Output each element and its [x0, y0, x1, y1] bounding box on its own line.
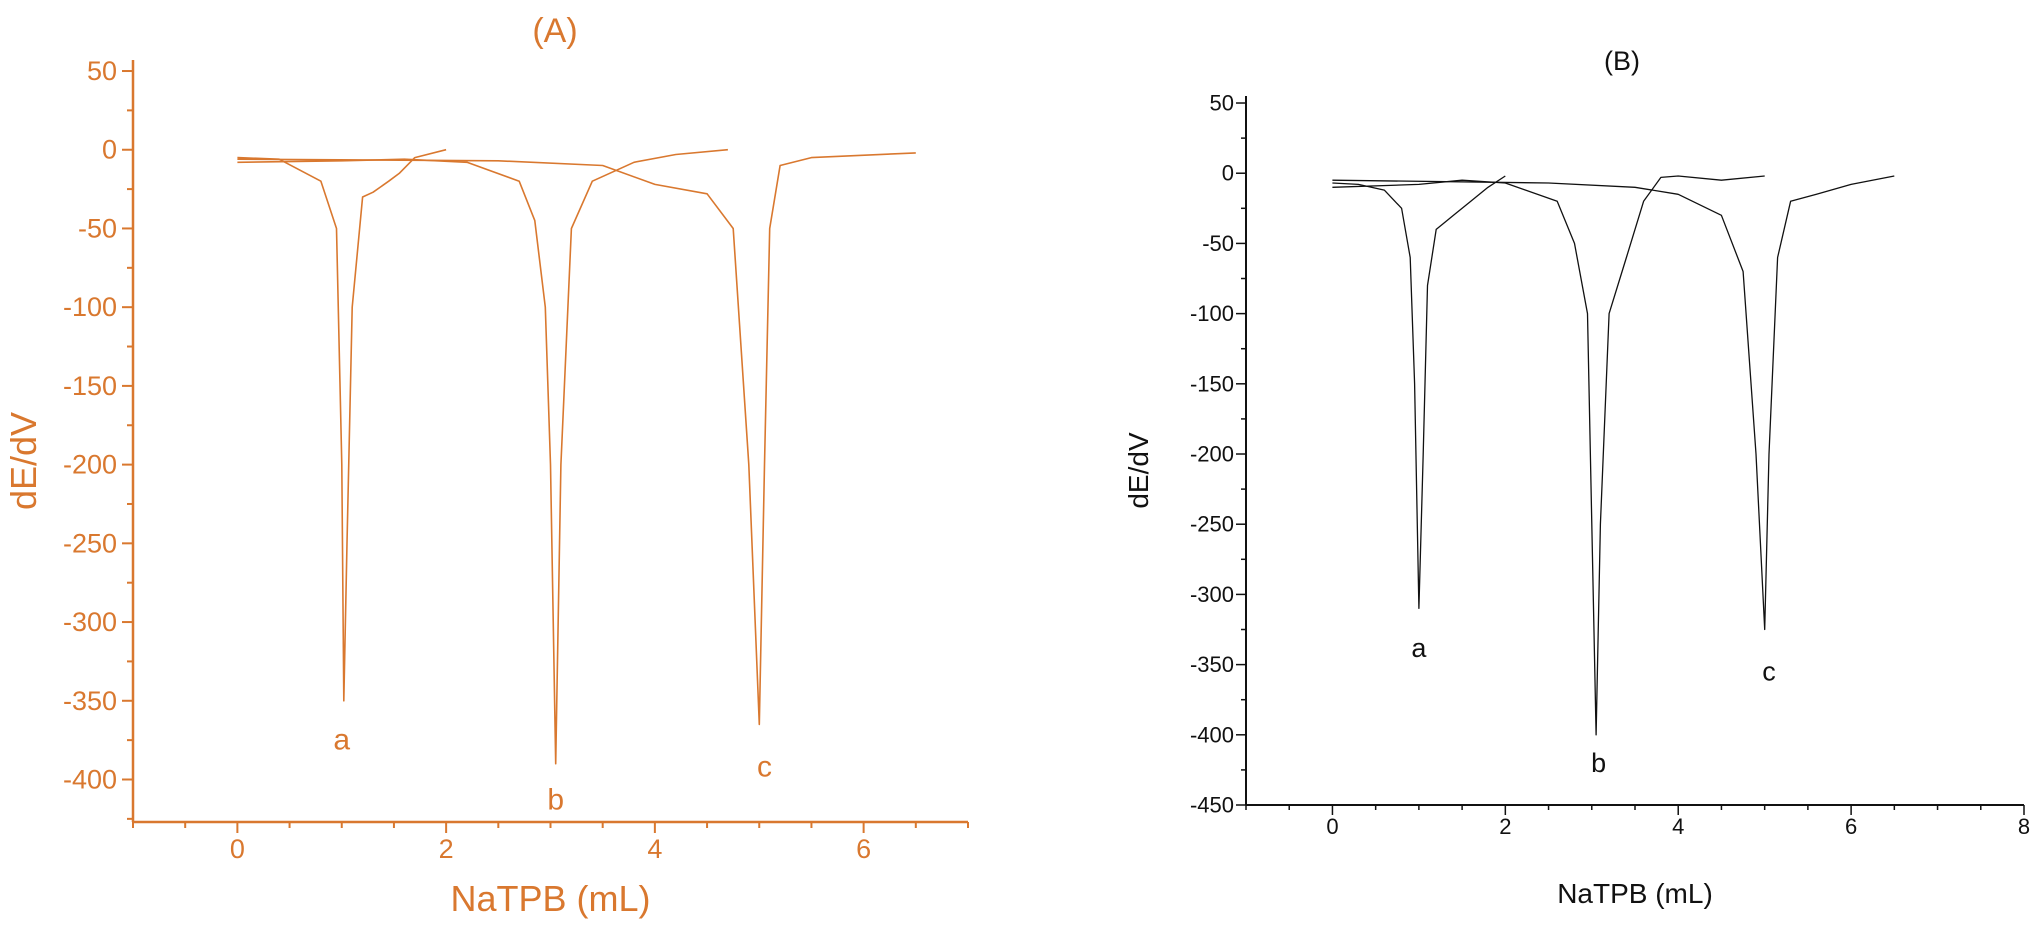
- y-tick-label: -200: [1190, 442, 1234, 467]
- y-tick-label: -300: [63, 607, 117, 637]
- y-tick-label: -50: [1202, 231, 1234, 256]
- y-tick-label: -250: [63, 528, 117, 558]
- panel-title: (A): [532, 12, 577, 50]
- y-tick-label: -450: [1190, 793, 1234, 818]
- y-tick-label: 0: [1222, 161, 1234, 186]
- panel-title: (B): [1604, 46, 1640, 76]
- series-line-a: [1332, 175, 1506, 610]
- x-tick-label: 6: [856, 834, 871, 864]
- series-line-c: [1332, 175, 1895, 631]
- y-tick-label: 50: [1210, 91, 1234, 116]
- y-tick-label: 0: [102, 135, 117, 165]
- curve-label-a: a: [333, 724, 350, 757]
- x-axis-label: NaTPB (mL): [450, 878, 650, 919]
- y-tick-label: -400: [63, 764, 117, 794]
- y-tick-label: -350: [1190, 652, 1234, 677]
- curve-label-b: b: [1591, 748, 1606, 778]
- series-line-b: [237, 148, 728, 765]
- y-tick-label: -150: [1190, 371, 1234, 396]
- x-tick-label: 4: [647, 834, 662, 864]
- x-tick-label: 8: [2018, 814, 2030, 839]
- curve-label-b: b: [547, 783, 564, 816]
- series-line-c: [237, 152, 916, 726]
- series-line-a: [237, 148, 447, 702]
- chart-panel-b: 0 2 4 6 8 50 0 -50 -100 -150 -200 -250 -300 -350 -400 -…: [1123, 46, 2030, 909]
- x-tick-label: 2: [439, 834, 454, 864]
- y-tick-label: -250: [1190, 512, 1234, 537]
- x-tick-label: 4: [1672, 814, 1684, 839]
- x-tick-label: 6: [1845, 814, 1857, 839]
- y-tick-label: -300: [1190, 582, 1234, 607]
- series-line-b: [1332, 175, 1765, 736]
- curve-label-c: c: [757, 750, 772, 783]
- y-tick-label: -350: [63, 686, 117, 716]
- x-tick-label: 0: [1326, 814, 1338, 839]
- x-tick-label: 0: [230, 834, 245, 864]
- y-tick-label: -50: [78, 213, 117, 243]
- y-tick-label: -100: [1190, 301, 1234, 326]
- y-tick-label: -200: [63, 450, 117, 480]
- curve-label-a: a: [1411, 633, 1427, 663]
- y-tick-label: -150: [63, 371, 117, 401]
- y-axis-label: dE/dV: [3, 412, 44, 510]
- x-axis-label: NaTPB (mL): [1557, 878, 1713, 909]
- y-axis-label: dE/dV: [1123, 432, 1154, 509]
- y-tick-label: 50: [87, 56, 117, 86]
- chart-panel-a: 0 2 4 6 50 0 -50 -100 -150 -200 -250 -300 -350 -400 (A…: [3, 12, 969, 919]
- y-tick-label: -100: [63, 292, 117, 322]
- y-tick-label: -400: [1190, 722, 1234, 747]
- x-tick-label: 2: [1499, 814, 1511, 839]
- curve-label-c: c: [1762, 657, 1776, 687]
